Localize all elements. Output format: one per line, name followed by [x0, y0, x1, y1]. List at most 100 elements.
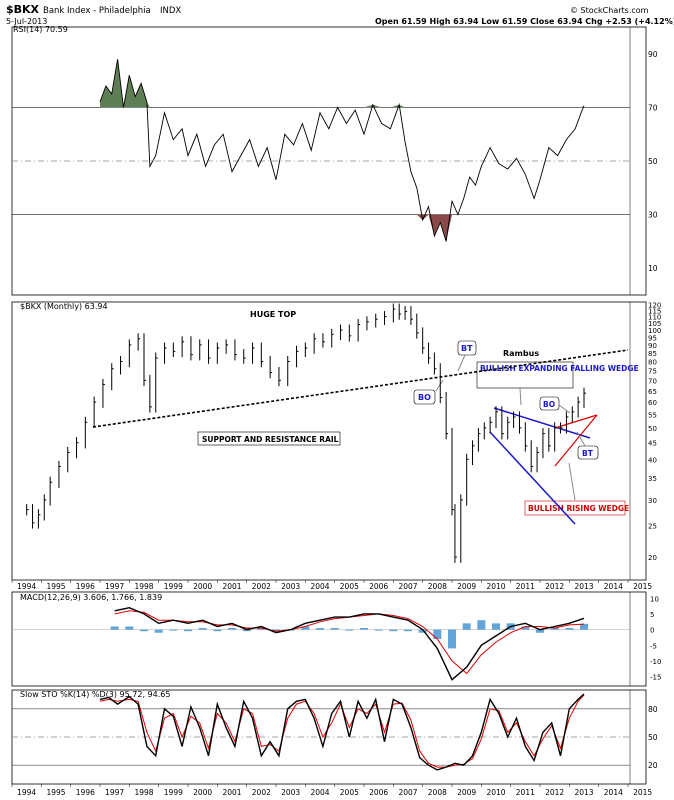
macd-frame [11, 591, 647, 687]
sto-x-tick-label: 2005 [340, 788, 359, 797]
price-y-tick-label: 45 [648, 440, 657, 448]
price-x-tick-label: 1995 [46, 582, 65, 591]
price-y-tick-label: 75 [648, 368, 657, 376]
macd-histogram-bar [374, 629, 383, 631]
rising-wedge-pointer [568, 462, 576, 501]
macd-y-tick-label: 0 [650, 627, 654, 635]
sto-x-tick-label: 2002 [252, 788, 271, 797]
sto-x-tick-label: 1996 [76, 788, 95, 797]
macd-y-tick-label: 10 [650, 595, 659, 603]
price-x-tick-label: 2011 [516, 582, 535, 591]
macd-histogram-bar [492, 623, 500, 630]
chart-marks [26, 59, 588, 771]
macd-histogram-bar [580, 623, 588, 630]
price-x-tick-label: 2001 [222, 582, 241, 591]
macd-histogram-bar [360, 628, 368, 630]
macd-histogram-bar [272, 629, 280, 632]
macd-histogram-bar [140, 629, 148, 632]
macd-histogram-bar [565, 628, 574, 630]
price-y-tick-label: 115 [648, 307, 661, 315]
rsi-title: RSI(14) 70.59 [13, 25, 68, 34]
bt-pointer-1 [457, 354, 466, 372]
rsi-oversold-fill [100, 214, 584, 242]
sto-x-tick-label: 2012 [545, 788, 564, 797]
price-y-tick-label: 105 [648, 320, 661, 328]
date-label: 5-Jul-2013 [6, 17, 47, 26]
macd-histogram-bar [154, 629, 163, 633]
expanding-wedge-annotation: BULLISH EXPANDING FALLING WEDGE [480, 364, 639, 373]
bo-pointer-1 [435, 379, 444, 392]
macd-y-tick-label: -5 [650, 642, 657, 650]
macd-histogram-bar [404, 629, 412, 632]
price-x-tick-label: 1994 [17, 582, 36, 591]
support-rail-box [197, 431, 341, 446]
expanding-wedge-box [476, 361, 574, 389]
macd-y-tick-label: -15 [650, 674, 661, 682]
macd-histogram-bar [228, 628, 236, 630]
price-x-tick-label: 2004 [310, 582, 329, 591]
macd-histogram-bar [257, 628, 266, 630]
sto-x-tick-label: 2003 [281, 788, 300, 797]
rambus-annotation: Rambus [503, 349, 539, 358]
price-x-tick-label: 2006 [369, 582, 388, 591]
price-x-tick-label: 1998 [134, 582, 153, 591]
price-y-tick-label: 50 [648, 425, 657, 433]
sto-x-tick-label: 2004 [310, 788, 329, 797]
price-y-tick-label: 120 [648, 301, 661, 309]
rsi-line [99, 59, 585, 242]
exchange-label: INDX [160, 6, 181, 16]
price-y-tick-label: 100 [648, 327, 661, 335]
price-y-tick-label: 40 [648, 456, 657, 464]
trendline-drawings [92, 349, 629, 525]
sto-x-tick-label: 2010 [486, 788, 505, 797]
macd-histogram-bar [213, 629, 222, 632]
price-y-tick-label: 85 [648, 350, 657, 358]
sto-d-line [99, 694, 585, 768]
sto-x-tick-label: 2014 [604, 788, 623, 797]
price-title: $BKX (Monthly) 63.94 [20, 302, 108, 311]
price-y-tick-label: 30 [648, 497, 657, 505]
sto-k-line [99, 693, 585, 771]
bo-annotation-2: BO [543, 400, 555, 409]
price-y-tick-label: 35 [648, 475, 657, 483]
sto-x-tick-label: 2000 [193, 788, 212, 797]
price-x-tick-label: 1997 [105, 582, 124, 591]
bt-annotation-2: BT [582, 449, 594, 458]
panel-frames [11, 26, 647, 785]
price-x-tick-label: 2009 [457, 582, 476, 591]
sto-title: Slow STO %K(14) %D(3) 95.72, 94.65 [20, 690, 170, 699]
price-x-tick-label: 2015 [633, 582, 652, 591]
sto-y-tick-label: 20 [648, 761, 658, 770]
macd-histogram-bar [462, 623, 471, 630]
bo-pointer-2 [558, 404, 571, 414]
price-x-tick-label: 2000 [193, 582, 212, 591]
rising-wedge-upper-line [554, 414, 598, 429]
price-y-tick-label: 90 [648, 342, 657, 350]
rsi-y-tick-label: 90 [648, 50, 658, 59]
price-y-tick-label: 65 [648, 388, 657, 396]
sto-x-tick-label: 2008 [428, 788, 447, 797]
sto-x-tick-label: 2007 [398, 788, 417, 797]
price-x-tick-label: 2012 [545, 582, 564, 591]
macd-histogram-bar [345, 629, 354, 631]
sto-x-tick-label: 2001 [222, 788, 241, 797]
huge-top-annotation: HUGE TOP [250, 310, 296, 319]
macd-histogram-bar [110, 626, 119, 630]
price-frame [11, 301, 647, 581]
price-x-tick-label: 1996 [76, 582, 95, 591]
rsi-overbought-fill [100, 59, 584, 108]
macd-histogram-bar [418, 629, 427, 633]
macd-line [114, 606, 585, 681]
axis-ticks: 1994 1994 1995 1995 1996 1996 1997 1997 1998 1998… [11, 50, 661, 797]
rising-wedge-box [524, 500, 626, 516]
price-y-tick-label: 95 [648, 334, 657, 342]
rising-wedge-annotation: BULLISH RISING WEDGE [528, 504, 629, 513]
price-x-tick-label: 2008 [428, 582, 447, 591]
macd-histogram-bar [330, 628, 339, 630]
sto-x-tick-label: 2011 [516, 788, 535, 797]
rsi-y-tick-label: 30 [648, 211, 658, 220]
sto-x-tick-label: 2013 [574, 788, 593, 797]
price-x-tick-label: 1999 [164, 582, 183, 591]
macd-histogram-bar [550, 628, 559, 630]
